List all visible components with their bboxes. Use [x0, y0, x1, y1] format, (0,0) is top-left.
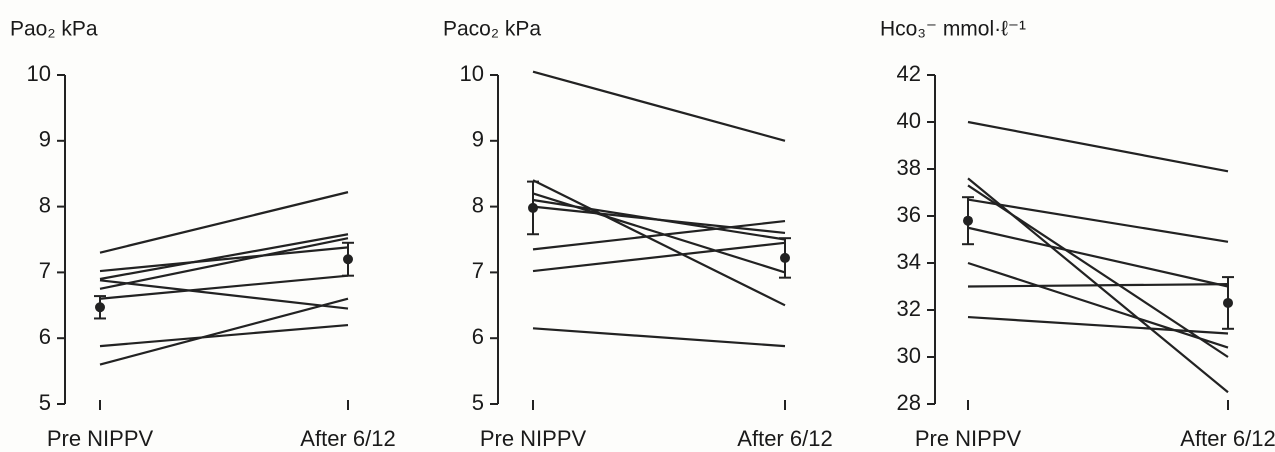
mean-point	[343, 254, 353, 265]
patient-line	[967, 226, 1229, 288]
mean-point	[963, 215, 973, 226]
y-tick-label: 10	[460, 61, 484, 86]
mean-point	[1223, 297, 1233, 308]
y-tick-label: 38	[897, 155, 921, 180]
patient-line	[967, 283, 1229, 288]
mean-point	[780, 252, 790, 263]
y-tick-label: 7	[39, 258, 51, 283]
patient-line	[99, 279, 349, 310]
y-tick-label: 5	[39, 390, 51, 415]
patient-line	[532, 219, 786, 251]
x-tick-label: Pre NIPPV	[480, 426, 587, 451]
x-tick-label: After 6/12	[737, 426, 832, 451]
patient-line	[532, 179, 786, 307]
patient-line	[532, 205, 786, 235]
patient-line	[99, 274, 349, 300]
y-tick-label: 6	[39, 324, 51, 349]
patient-line	[99, 233, 349, 281]
x-tick-label: After 6/12	[1180, 426, 1275, 451]
x-tick-label: After 6/12	[300, 426, 395, 451]
patient-line	[532, 70, 786, 142]
y-tick-label: 40	[897, 108, 921, 133]
mean-point	[528, 202, 538, 213]
patient-line	[99, 297, 349, 366]
y-tick-label: 9	[472, 127, 484, 152]
patient-line	[967, 184, 1229, 358]
y-tick-label: 42	[897, 61, 921, 86]
y-tick-label: 32	[897, 296, 921, 321]
y-tick-label: 30	[897, 343, 921, 368]
patient-line	[99, 237, 349, 290]
patient-line	[967, 198, 1229, 243]
patient-line	[967, 315, 1229, 335]
panel-title: Pao₂ kPa	[10, 18, 98, 41]
patient-line	[99, 191, 349, 254]
patient-line	[99, 323, 349, 348]
y-tick-label: 8	[472, 192, 484, 217]
panel-title: Hco₃⁻ mmol·ℓ⁻¹	[880, 18, 1026, 41]
y-tick-label: 28	[897, 390, 921, 415]
patient-line	[532, 241, 786, 273]
y-tick-label: 6	[472, 324, 484, 349]
y-tick-label: 9	[39, 127, 51, 152]
patient-line	[967, 261, 1229, 349]
y-tick-label: 8	[39, 192, 51, 217]
y-tick-label: 5	[472, 390, 484, 415]
y-tick-label: 34	[897, 249, 921, 274]
mean-point	[95, 302, 105, 313]
panel-title: Paco₂ kPa	[443, 18, 541, 41]
y-tick-label: 10	[27, 61, 51, 86]
y-tick-label: 36	[897, 202, 921, 227]
patient-line	[99, 246, 349, 273]
y-tick-label: 7	[472, 258, 484, 283]
x-tick-label: Pre NIPPV	[47, 426, 154, 451]
patient-line	[967, 120, 1229, 173]
x-tick-label: Pre NIPPV	[915, 426, 1022, 451]
patient-line	[532, 327, 786, 348]
